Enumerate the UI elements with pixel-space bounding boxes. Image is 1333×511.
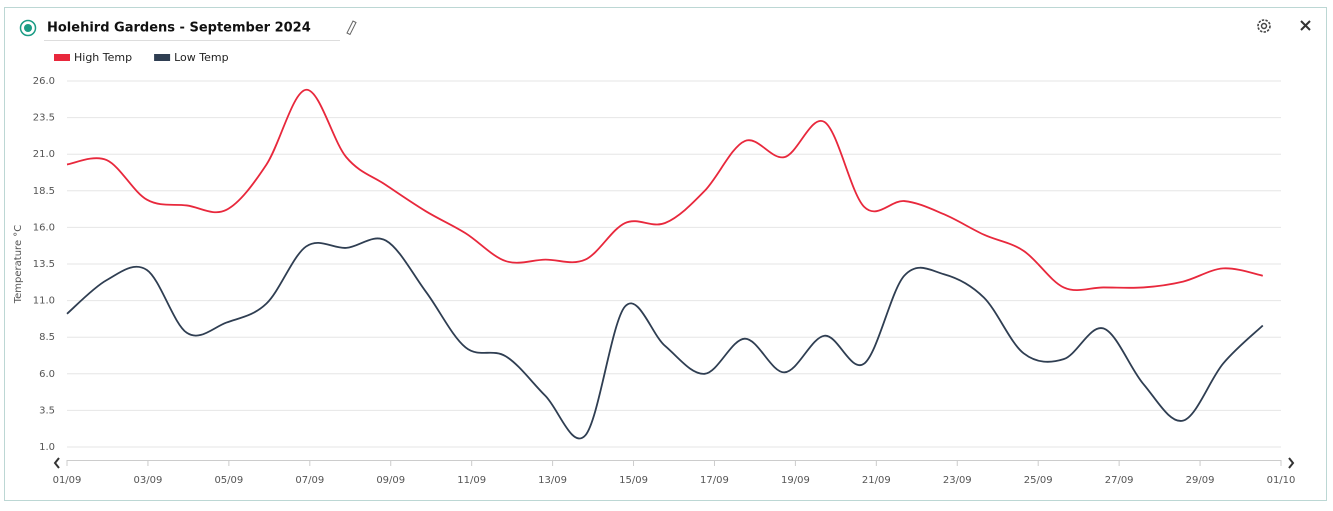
legend-label: Low Temp (174, 51, 228, 64)
y-tick-label: 16.0 (33, 222, 55, 233)
settings-button[interactable] (1257, 19, 1271, 33)
status-dot (24, 24, 32, 32)
legend-label: High Temp (74, 51, 132, 64)
chart-title: Holehird Gardens - September 2024 (47, 21, 311, 36)
y-tick-label: 3.5 (39, 405, 55, 416)
y-tick-label: 13.5 (33, 259, 55, 270)
legend-swatch (54, 54, 70, 61)
x-tick-label: 09/09 (376, 475, 405, 486)
panel (4, 7, 1327, 501)
x-tick-label: 27/09 (1105, 475, 1134, 486)
x-tick-label: 05/09 (214, 475, 243, 486)
line-series (66, 237, 1264, 440)
y-tick-label: 6.0 (39, 369, 55, 380)
x-tick-label: 01/10 (1267, 475, 1296, 486)
y-tick-label: 11.0 (33, 296, 55, 307)
y-tick-label: 26.0 (33, 76, 55, 87)
y-tick-label: 1.0 (39, 442, 55, 453)
x-tick-label: 29/09 (1186, 475, 1215, 486)
y-axis-label: Temperature °C (13, 225, 24, 305)
x-tick-label: 15/09 (619, 475, 648, 486)
x-tick-label: 11/09 (457, 475, 486, 486)
x-tick-label: 03/09 (134, 475, 163, 486)
x-tick-label: 01/09 (53, 475, 82, 486)
x-tick-label: 17/09 (700, 475, 729, 486)
next-button[interactable] (1288, 457, 1295, 469)
x-tick-label: 13/09 (538, 475, 567, 486)
status-icon (19, 19, 37, 37)
y-tick-label: 23.5 (33, 113, 55, 124)
close-button[interactable] (1300, 20, 1311, 31)
x-tick-label: 25/09 (1024, 475, 1053, 486)
legend-swatch (154, 54, 171, 61)
prev-button[interactable] (53, 457, 60, 469)
x-tick-label: 23/09 (943, 475, 972, 486)
line-series (66, 88, 1263, 292)
x-tick-label: 07/09 (295, 475, 324, 486)
x-tick-label: 21/09 (862, 475, 891, 486)
x-tick-label: 19/09 (781, 475, 810, 486)
y-tick-label: 21.0 (33, 149, 55, 160)
edit-button[interactable] (346, 20, 357, 36)
y-tick-label: 8.5 (39, 332, 55, 343)
y-tick-label: 18.5 (33, 186, 55, 197)
